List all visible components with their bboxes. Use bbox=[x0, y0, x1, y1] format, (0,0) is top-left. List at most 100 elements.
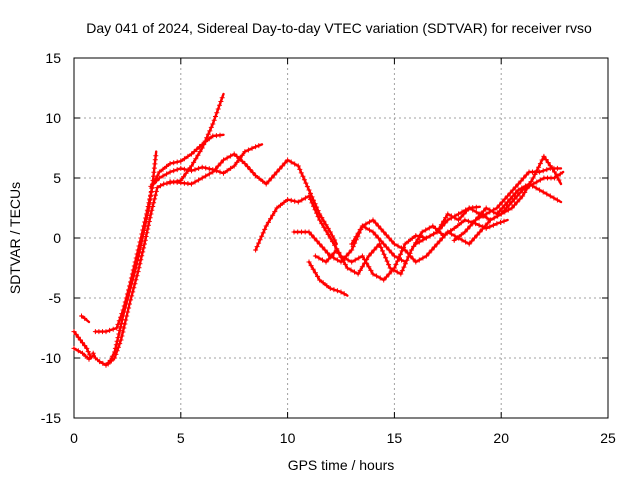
data-point bbox=[151, 165, 157, 171]
data-point bbox=[75, 334, 81, 340]
data-point bbox=[228, 153, 234, 159]
y-axis-label: SDTVAR / TECUs bbox=[7, 182, 23, 294]
data-point bbox=[391, 267, 397, 273]
y-tick-label: -10 bbox=[41, 350, 61, 366]
data-point bbox=[199, 164, 205, 170]
data-point bbox=[135, 247, 141, 253]
data-point bbox=[285, 157, 291, 163]
data-point bbox=[128, 279, 133, 285]
series-pass-9 bbox=[253, 193, 481, 283]
y-axis-ticks: -15 -10 -5 0 5 10 15 bbox=[41, 50, 608, 426]
data-point bbox=[426, 225, 432, 231]
data-point bbox=[482, 223, 488, 229]
data-point bbox=[533, 185, 539, 191]
data-point bbox=[383, 232, 389, 238]
data-point bbox=[383, 274, 389, 280]
series-trace bbox=[307, 260, 349, 297]
data-point bbox=[80, 350, 85, 356]
data-point bbox=[499, 205, 505, 211]
data-point bbox=[197, 144, 202, 150]
data-point bbox=[128, 297, 134, 303]
data-point bbox=[455, 223, 461, 229]
grid-lines bbox=[74, 58, 608, 418]
data-point bbox=[551, 195, 557, 201]
data-point bbox=[301, 177, 307, 183]
data-point bbox=[196, 177, 202, 183]
data-point bbox=[440, 235, 445, 241]
y-tick-label: -5 bbox=[49, 290, 62, 306]
data-point bbox=[285, 197, 291, 203]
data-point bbox=[146, 222, 151, 228]
data-point bbox=[442, 232, 448, 238]
data-point bbox=[375, 223, 381, 229]
series-pass-8 bbox=[167, 151, 338, 246]
data-point bbox=[312, 207, 318, 213]
data-point bbox=[148, 183, 154, 189]
data-point bbox=[494, 211, 500, 217]
data-point bbox=[288, 159, 294, 165]
x-tick-label: 15 bbox=[387, 430, 403, 446]
data-point bbox=[218, 160, 224, 166]
data-point bbox=[458, 214, 464, 220]
data-point bbox=[353, 234, 359, 240]
data-point bbox=[355, 271, 361, 277]
data-point bbox=[145, 204, 151, 209]
data-point bbox=[308, 196, 313, 202]
data-point bbox=[164, 163, 170, 169]
data-point bbox=[288, 197, 294, 203]
data-point bbox=[144, 211, 150, 217]
data-point bbox=[86, 356, 92, 362]
data-point bbox=[362, 260, 367, 266]
data-point bbox=[419, 229, 425, 235]
data-point bbox=[502, 209, 508, 215]
data-point bbox=[306, 187, 312, 193]
data-point bbox=[326, 256, 332, 262]
data-point bbox=[399, 257, 404, 263]
x-tick-label: 10 bbox=[280, 430, 296, 446]
data-point bbox=[208, 124, 214, 130]
data-point bbox=[463, 239, 469, 245]
data-point bbox=[146, 200, 152, 206]
data-point bbox=[544, 191, 550, 197]
data-point bbox=[466, 205, 472, 211]
data-point bbox=[328, 253, 334, 259]
data-point bbox=[473, 204, 479, 210]
data-point bbox=[517, 196, 523, 202]
data-point bbox=[250, 170, 256, 176]
data-point bbox=[189, 151, 194, 157]
data-point bbox=[256, 175, 262, 181]
data-point bbox=[123, 295, 129, 301]
data-point bbox=[119, 311, 125, 317]
data-point bbox=[199, 175, 205, 181]
data-point bbox=[143, 215, 149, 221]
data-point bbox=[476, 215, 482, 221]
data-point bbox=[282, 160, 288, 166]
data-point bbox=[311, 235, 317, 241]
data-point bbox=[349, 241, 355, 247]
data-point bbox=[426, 250, 432, 256]
data-point bbox=[491, 215, 497, 221]
data-point bbox=[206, 166, 212, 172]
data-point bbox=[399, 245, 404, 251]
data-point bbox=[461, 211, 467, 217]
data-point bbox=[263, 181, 269, 187]
data-point bbox=[115, 321, 121, 327]
data-point bbox=[416, 257, 422, 263]
data-point bbox=[117, 341, 123, 347]
data-point bbox=[308, 190, 313, 196]
data-point bbox=[115, 335, 121, 341]
data-point bbox=[554, 197, 560, 203]
data-point bbox=[304, 184, 310, 190]
data-point bbox=[458, 220, 464, 226]
data-point bbox=[413, 233, 419, 239]
data-point bbox=[82, 315, 88, 321]
data-point bbox=[490, 222, 496, 228]
data-point bbox=[323, 259, 329, 265]
data-point bbox=[383, 255, 389, 261]
series-pass-3 bbox=[79, 313, 91, 324]
data-point bbox=[203, 173, 209, 179]
data-point bbox=[537, 187, 543, 193]
data-point bbox=[537, 169, 543, 175]
data-point bbox=[502, 202, 508, 208]
data-point bbox=[260, 230, 266, 236]
